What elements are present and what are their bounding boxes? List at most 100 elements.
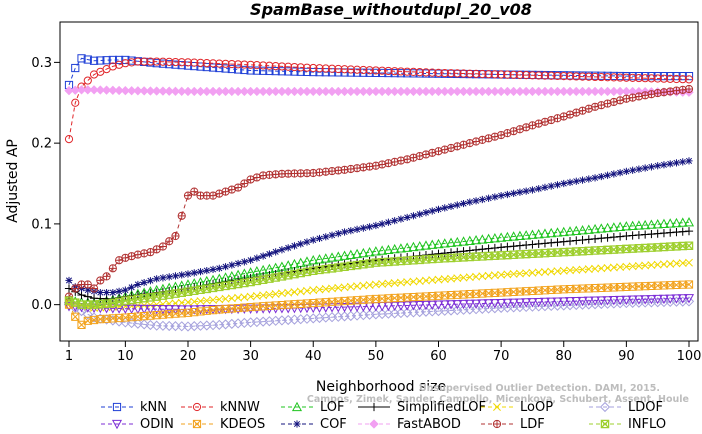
data-point-inflo bbox=[684, 241, 694, 250]
data-point-loop bbox=[472, 272, 481, 281]
data-point-cof bbox=[215, 264, 223, 272]
data-point-knnw bbox=[108, 62, 117, 71]
data-point-lof bbox=[420, 240, 432, 250]
data-point-knn bbox=[215, 63, 224, 73]
data-point-fastabod bbox=[95, 85, 106, 95]
data-point-odin bbox=[489, 299, 500, 309]
data-point-knn bbox=[240, 65, 249, 75]
data-point-loop bbox=[678, 259, 687, 268]
data-point-cof bbox=[422, 208, 430, 217]
data-point-knnw bbox=[340, 65, 349, 74]
data-point-lof bbox=[458, 236, 469, 246]
data-point-simplifiedlof bbox=[590, 234, 600, 243]
data-point-loop bbox=[409, 277, 418, 286]
data-point-knnw bbox=[271, 61, 280, 71]
data-point-knn bbox=[271, 67, 280, 76]
data-point-knnw bbox=[208, 59, 218, 68]
data-point-cof bbox=[253, 254, 261, 262]
data-point-fastabod bbox=[258, 86, 268, 97]
data-point-loop bbox=[653, 260, 662, 269]
data-point-cof bbox=[484, 194, 493, 202]
data-point-lof bbox=[383, 244, 394, 255]
data-point-knnw bbox=[540, 71, 550, 80]
data-point-knnw bbox=[334, 64, 343, 74]
data-point-knnw bbox=[490, 70, 499, 79]
data-point-loop bbox=[259, 291, 268, 300]
data-point-knnw bbox=[590, 72, 600, 82]
data-point-cof bbox=[284, 244, 292, 252]
data-point-lof bbox=[502, 231, 513, 242]
data-point-fastabod bbox=[295, 86, 306, 97]
data-point-simplifiedlof bbox=[83, 292, 92, 301]
data-point-fastabod bbox=[421, 86, 431, 97]
data-point-loop bbox=[321, 285, 330, 293]
data-point-knn bbox=[196, 62, 205, 71]
data-point-fastabod bbox=[584, 86, 594, 97]
data-point-cof bbox=[65, 276, 73, 285]
data-point-cof bbox=[654, 162, 662, 170]
data-point-fastabod bbox=[158, 86, 168, 96]
data-point-lof bbox=[652, 219, 663, 229]
data-point-simplifiedlof bbox=[522, 240, 531, 250]
data-point-loop bbox=[509, 270, 518, 278]
data-point-lof bbox=[308, 254, 319, 265]
data-point-odin bbox=[339, 302, 350, 313]
data-point-cof bbox=[340, 228, 349, 236]
data-point-odin bbox=[533, 297, 544, 308]
data-point-lof bbox=[521, 230, 532, 240]
data-point-simplifiedlof bbox=[509, 242, 518, 251]
legend-swatch-marker bbox=[599, 401, 611, 413]
data-point-cof bbox=[585, 175, 593, 183]
data-point-knnw bbox=[196, 58, 205, 67]
data-point-fastabod bbox=[602, 86, 613, 97]
data-point-knnw bbox=[603, 73, 612, 82]
data-point-odin bbox=[665, 294, 676, 304]
data-point-knnw bbox=[359, 65, 368, 75]
data-point-fastabod bbox=[527, 86, 538, 97]
data-point-knn bbox=[302, 67, 312, 77]
data-point-loop bbox=[434, 275, 443, 284]
data-point-knnw bbox=[290, 62, 299, 72]
data-point-loop bbox=[221, 294, 230, 303]
data-point-cof bbox=[560, 179, 568, 188]
data-point-knnw bbox=[296, 63, 305, 72]
data-point-cof bbox=[359, 224, 367, 232]
data-point-loop bbox=[265, 290, 274, 299]
data-point-loop bbox=[403, 278, 412, 286]
data-point-lof bbox=[552, 227, 563, 237]
data-point-lof bbox=[471, 234, 482, 245]
data-point-fastabod bbox=[508, 86, 519, 97]
data-point-loop bbox=[202, 296, 211, 305]
legend-label: LoOP bbox=[520, 400, 553, 415]
data-point-odin bbox=[427, 300, 438, 311]
data-point-lof bbox=[627, 220, 638, 231]
data-point-loop bbox=[422, 276, 430, 285]
data-point-odin bbox=[633, 295, 644, 305]
data-point-cof bbox=[660, 161, 668, 169]
data-point-kdeos bbox=[684, 280, 694, 289]
series-cof bbox=[65, 157, 693, 297]
data-point-fastabod bbox=[164, 86, 174, 96]
data-point-loop bbox=[177, 298, 186, 307]
series-line-odin bbox=[68, 297, 690, 311]
data-point-ldf bbox=[534, 119, 543, 128]
legend-swatch-marker bbox=[111, 419, 123, 430]
data-point-cof bbox=[353, 225, 361, 233]
data-point-knnw bbox=[547, 71, 556, 80]
data-point-lof bbox=[577, 225, 588, 235]
data-point-lof bbox=[533, 228, 544, 239]
data-point-lof bbox=[477, 234, 488, 244]
data-point-loop bbox=[634, 261, 643, 270]
data-point-knnw bbox=[221, 59, 230, 68]
data-point-odin bbox=[139, 304, 150, 315]
legend-swatch-marker bbox=[600, 419, 610, 429]
data-point-knnw bbox=[672, 74, 681, 84]
data-point-ldf bbox=[233, 183, 243, 192]
data-point-loop bbox=[685, 258, 693, 267]
data-point-knnw bbox=[396, 67, 406, 76]
legend-swatch-marker bbox=[369, 419, 379, 429]
data-point-lof bbox=[402, 242, 413, 252]
data-point-loop bbox=[547, 267, 556, 276]
data-point-cof bbox=[441, 204, 449, 212]
data-point-knnw bbox=[559, 72, 568, 81]
